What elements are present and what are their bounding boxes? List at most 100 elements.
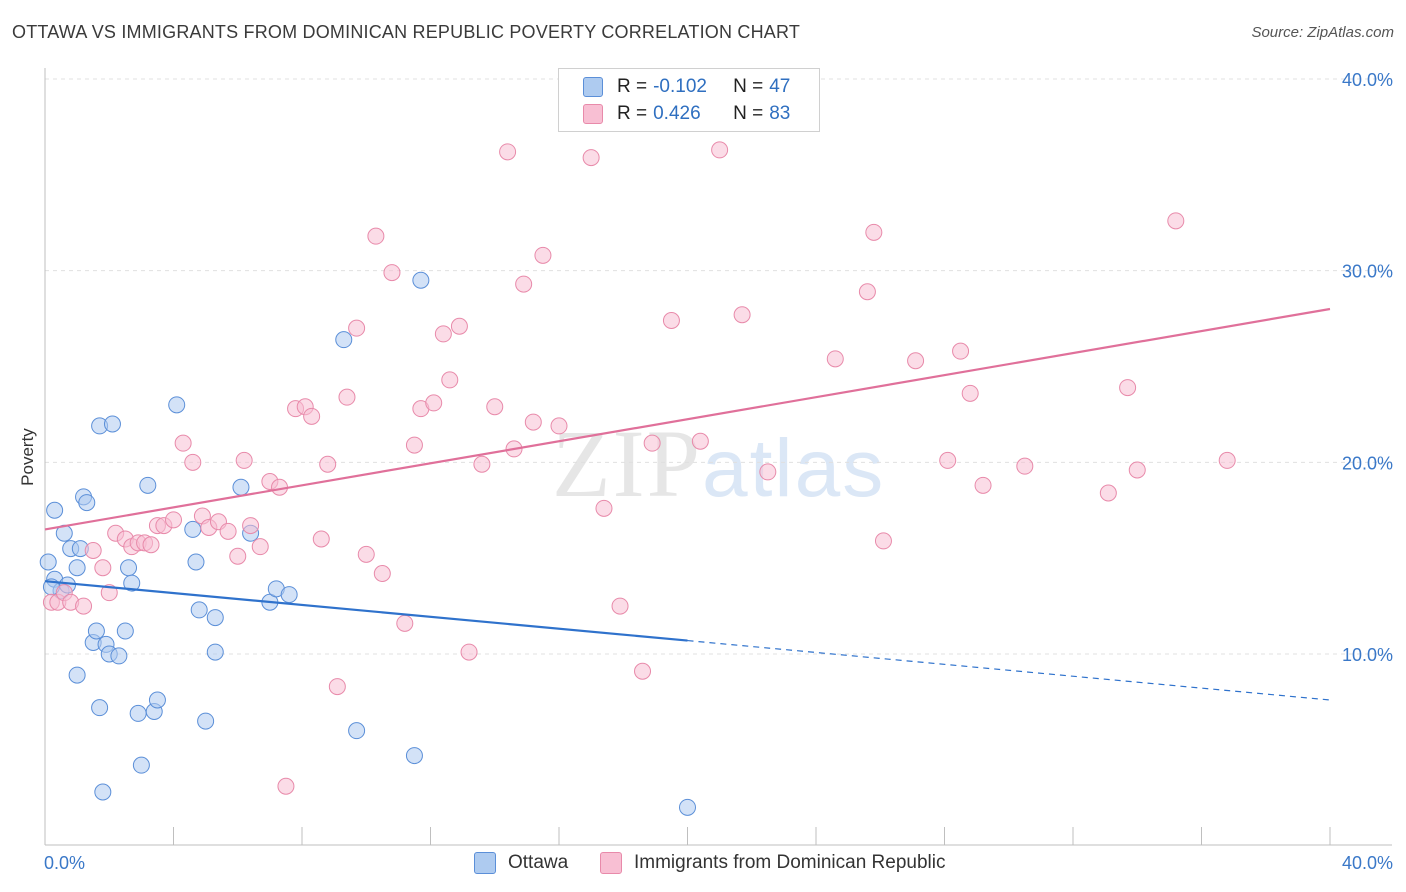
dominican-point: [235, 451, 253, 469]
correlation-legend: R = -0.102 N = 47 R = 0.426 N = 83: [558, 68, 820, 132]
dominican-point: [396, 614, 414, 632]
ottawa-point: [348, 722, 366, 740]
dominican-point: [634, 662, 652, 680]
ottawa-point: [129, 704, 147, 722]
dominican-point: [174, 434, 192, 452]
y-axis-title: Poverty: [18, 428, 37, 486]
series-swatch-ottawa: [474, 852, 496, 874]
dominican-point: [425, 394, 443, 412]
dominican-point: [1167, 212, 1185, 230]
ottawa-point: [103, 415, 121, 433]
dominican-point: [534, 246, 552, 264]
dominican-point: [441, 371, 459, 389]
dominican-point: [952, 342, 970, 360]
watermark-zip: ZIP: [552, 410, 702, 517]
ottawa-point: [232, 478, 250, 496]
dominican-point: [348, 319, 366, 337]
dominican-point: [733, 306, 751, 324]
dominican-point: [142, 536, 160, 554]
dominican-point: [277, 777, 295, 795]
dominican-point: [865, 223, 883, 241]
legend-row-dominican: R = 0.426 N = 83: [583, 101, 790, 127]
y-tick-label: 40.0%: [1342, 70, 1393, 90]
ottawa-point: [190, 601, 208, 619]
series-swatch-dominican: [600, 852, 622, 874]
dominican-point: [611, 597, 629, 615]
dominican-point: [499, 143, 517, 161]
legend-swatch-dominican: [583, 104, 603, 124]
dominican-point: [328, 678, 346, 696]
dominican-point: [367, 227, 385, 245]
ottawa-trend-extension: [687, 639, 1331, 701]
ottawa-point: [87, 622, 105, 640]
dominican-point: [473, 455, 491, 473]
y-tick-label: 30.0%: [1342, 262, 1393, 282]
series-legend: Ottawa Immigrants from Dominican Republi…: [0, 852, 1406, 878]
dominican-point: [251, 538, 269, 556]
ottawa-trend-line: [44, 580, 688, 642]
dominican-point: [524, 413, 542, 431]
dominican-point: [961, 384, 979, 402]
dominican-point: [858, 283, 876, 301]
dominican-point: [165, 511, 182, 529]
ottawa-point: [168, 396, 186, 414]
ottawa-point: [206, 643, 224, 661]
legend-swatch-ottawa: [583, 77, 603, 97]
dominican-point: [939, 451, 957, 469]
dominican-point: [319, 455, 337, 473]
dominican-point: [759, 463, 777, 481]
ottawa-point: [68, 559, 86, 577]
watermark-atlas: atlas: [702, 423, 886, 514]
dominican-point: [373, 565, 391, 582]
dominican-point: [84, 542, 102, 559]
ottawa-point: [94, 783, 112, 801]
dominican-point: [450, 317, 468, 335]
dominican-point: [357, 545, 375, 563]
series-label-dominican: Immigrants from Dominican Republic: [634, 852, 946, 873]
dominican-point: [974, 476, 992, 494]
dominican-point: [874, 532, 892, 550]
y-tick-label: 20.0%: [1342, 453, 1393, 473]
source-label: Source: ZipAtlas.com: [1251, 24, 1394, 41]
ottawa-point: [78, 494, 96, 512]
dominican-point: [242, 517, 260, 535]
dominican-point: [643, 434, 661, 452]
ottawa-point: [116, 622, 134, 640]
series-legend-ottawa: Ottawa: [474, 852, 568, 874]
y-tick-label: 10.0%: [1342, 645, 1393, 665]
dominican-point: [338, 388, 356, 406]
x-tick-label: 0.0%: [44, 853, 85, 873]
ottawa-point: [187, 553, 205, 571]
dominican-point: [595, 499, 613, 517]
legend-n-label: N =: [733, 76, 764, 97]
legend-r-value: 0.426: [653, 103, 701, 124]
legend-r-label: R =: [617, 76, 648, 97]
ottawa-point: [39, 553, 57, 571]
dominican-point: [1218, 451, 1236, 469]
dominican-point: [550, 417, 568, 435]
x-tick-label: 40.0%: [1342, 853, 1393, 873]
ottawa-point: [46, 501, 64, 519]
ottawa-point: [91, 699, 109, 717]
ottawa-point: [197, 712, 215, 730]
legend-n-label: N =: [733, 103, 764, 124]
dominican-point: [434, 325, 452, 343]
ottawa-point: [123, 574, 141, 592]
ottawa-point: [139, 476, 157, 494]
legend-row-ottawa: R = -0.102 N = 47: [583, 74, 790, 100]
dominican-point: [1119, 379, 1137, 397]
dominican-point: [184, 453, 202, 471]
ottawa-point: [679, 798, 696, 816]
legend-n-value: 83: [769, 103, 791, 124]
dominican-point: [383, 264, 401, 282]
legend-r-label: R =: [617, 103, 648, 124]
chart-title: OTTAWA VS IMMIGRANTS FROM DOMINICAN REPU…: [12, 22, 801, 42]
ottawa-point: [184, 520, 202, 538]
dominican-point: [662, 312, 680, 329]
dominican-point: [303, 407, 321, 425]
dominican-point: [907, 352, 925, 370]
ottawa-point: [132, 756, 150, 774]
dominican-point: [219, 522, 237, 540]
series-legend-dominican: Immigrants from Dominican Republic: [600, 852, 946, 874]
